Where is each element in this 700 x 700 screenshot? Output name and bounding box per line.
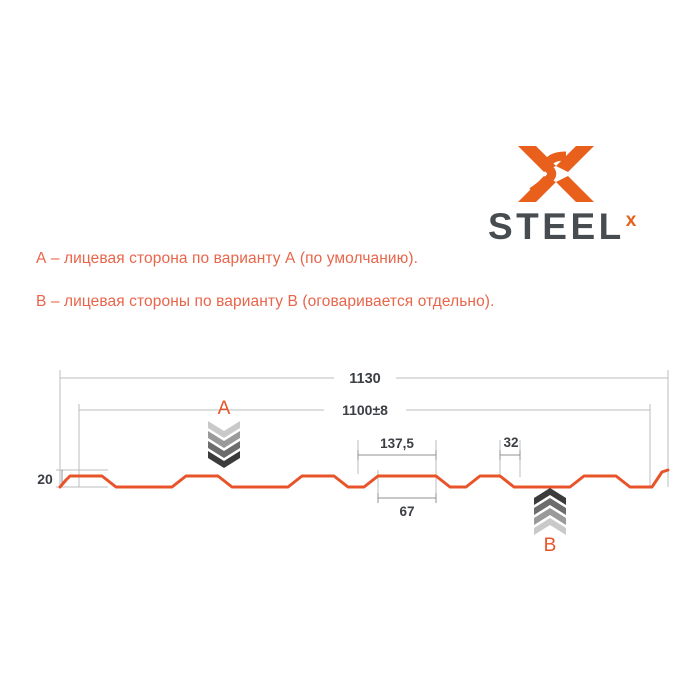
steelx-x-mark-icon [516,142,596,206]
dimension-137-5: 137,5 [357,436,437,460]
brand-logo: STEEL x [488,142,668,252]
legend-line-variant-b: В – лицевая стороны по варианту В (огова… [36,293,495,310]
marker-side-b-letter: В [544,535,557,556]
extension-lines [56,370,669,503]
profile-outline [58,468,670,489]
dimension-1100: 1100±8 [79,402,650,418]
dimension-32: 32 [499,435,521,460]
dimension-67: 67 [377,493,437,519]
dimension-1130-label: 1130 [349,371,380,387]
brand-wordmark-text: STEEL [488,206,625,247]
dimension-32-label: 32 [503,435,518,450]
dimension-1130: 1130 [60,371,668,387]
marker-side-b-chevrons [534,488,566,535]
dimension-20-label: 20 [37,471,53,487]
marker-side-a-letter: А [218,398,231,419]
marker-side-b: В [534,488,566,556]
legend-line-variant-a: А – лицевая сторона по варианту А (по ум… [36,250,419,267]
brand-wordmark-superscript: x [625,210,637,231]
brand-wordmark: STEEL x [488,208,668,248]
dimension-20: 20 [37,470,63,487]
dimension-67-label: 67 [399,504,414,519]
dimension-1100-label: 1100±8 [342,402,388,418]
marker-side-a-chevrons [208,421,240,468]
dimension-137-5-label: 137,5 [380,436,414,451]
marker-side-a: А [208,398,240,468]
